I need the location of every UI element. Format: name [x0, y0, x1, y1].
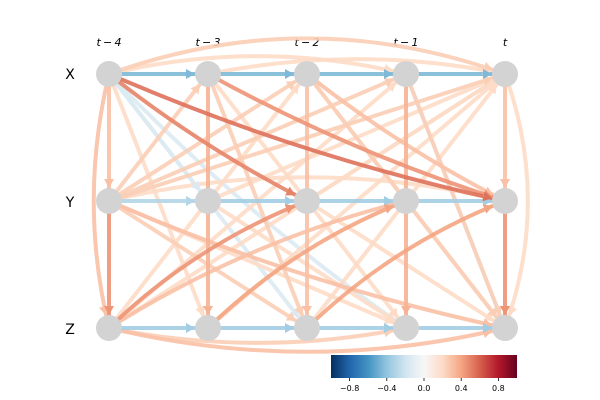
link-edge	[107, 54, 408, 76]
variable-label-x: X	[65, 67, 75, 83]
link-arrowhead	[203, 306, 213, 315]
colorbar-tick-label: 0.4	[455, 384, 468, 393]
colorbar-tick-label: −0.8	[340, 384, 359, 393]
link-arrowhead	[487, 84, 498, 95]
link-edge	[206, 72, 507, 203]
link-arrowhead	[195, 305, 205, 316]
link-arrowhead	[285, 311, 297, 321]
link-arrowhead	[285, 196, 294, 206]
link-arrowhead	[483, 69, 492, 79]
link-arrowhead	[483, 323, 492, 333]
link-arrowhead	[289, 84, 300, 95]
link-edge	[206, 199, 408, 330]
link-edge	[107, 199, 309, 330]
link-arrowhead	[284, 204, 295, 214]
node-x-lag-0	[492, 61, 518, 87]
node-y-lag-0	[492, 188, 518, 214]
link-arrowhead	[401, 306, 411, 315]
link-edge	[107, 72, 408, 203]
colorbar: −0.8−0.40.00.40.8 MCI	[331, 355, 517, 400]
colorbar-bar	[331, 355, 517, 378]
link-arrowhead	[492, 305, 502, 316]
link-arrowhead	[285, 323, 294, 333]
variable-labels: X Y Z	[65, 67, 75, 338]
node-y-lag-3	[195, 188, 221, 214]
node-z-lag-1	[393, 315, 419, 341]
link-arrowhead	[384, 323, 393, 333]
link-edge	[107, 199, 507, 330]
link-edge	[107, 72, 309, 203]
link-arrowhead	[190, 84, 201, 95]
node-z-lag-0	[492, 315, 518, 341]
node-z-lag-3	[195, 315, 221, 341]
node-x-lag-4	[96, 61, 122, 87]
link-arrowhead	[384, 311, 396, 321]
colorbar-ticks: −0.8 −0.4 0.0 0.4 0.8	[340, 378, 505, 393]
link-arrowhead	[302, 306, 312, 315]
node-y-lag-4	[96, 188, 122, 214]
link-arrowhead	[186, 196, 195, 206]
link-edge	[305, 199, 507, 330]
node-x-lag-1	[393, 61, 419, 87]
link-arrowhead	[482, 75, 493, 86]
time-label-t-minus-4: t − 4	[97, 36, 122, 49]
link-arrowhead	[285, 81, 297, 91]
node-y-lag-1	[393, 188, 419, 214]
link-edge	[107, 36, 507, 76]
link-arrowhead	[104, 179, 114, 188]
link-edge	[107, 199, 408, 330]
link-arrowhead	[186, 69, 195, 79]
link-arrowhead	[384, 69, 393, 79]
node-z-lag-4	[96, 315, 122, 341]
links-layer	[91, 36, 530, 354]
link-edge	[503, 72, 530, 330]
link-arrowhead	[383, 78, 395, 88]
node-z-lag-2	[294, 315, 320, 341]
link-arrowhead	[384, 196, 393, 206]
link-arrowhead	[285, 186, 296, 196]
link-edge	[107, 72, 507, 203]
link-arrowhead	[482, 61, 493, 72]
link-arrowhead	[186, 323, 195, 333]
colorbar-tick-label: 0.0	[418, 384, 431, 393]
link-arrowhead	[294, 305, 304, 316]
link-arrowhead	[388, 307, 399, 318]
link-edge	[206, 57, 507, 76]
node-x-lag-2	[294, 61, 320, 87]
link-arrowhead	[483, 311, 495, 321]
link-arrowhead	[507, 305, 518, 316]
link-edge	[107, 326, 408, 345]
link-arrowhead	[500, 179, 510, 188]
link-edge	[107, 326, 507, 354]
link-arrowhead	[383, 204, 394, 214]
link-arrowhead	[482, 191, 493, 202]
link-edge	[305, 72, 507, 203]
variable-label-y: Y	[65, 195, 75, 211]
node-x-lag-3	[195, 61, 221, 87]
link-arrowhead	[285, 69, 294, 79]
time-label-t: t	[503, 36, 508, 49]
link-arrowhead	[104, 306, 114, 315]
variable-label-z: Z	[65, 322, 75, 338]
link-arrowhead	[482, 204, 493, 214]
node-y-lag-2	[294, 188, 320, 214]
link-edge	[91, 72, 111, 330]
colorbar-tick-label: 0.8	[492, 384, 505, 393]
colorbar-tick-label: −0.4	[377, 384, 396, 393]
arrowheads-layer	[99, 61, 518, 338]
nodes-layer	[96, 61, 518, 341]
link-arrowhead	[500, 306, 510, 315]
link-arrowhead	[190, 180, 201, 191]
